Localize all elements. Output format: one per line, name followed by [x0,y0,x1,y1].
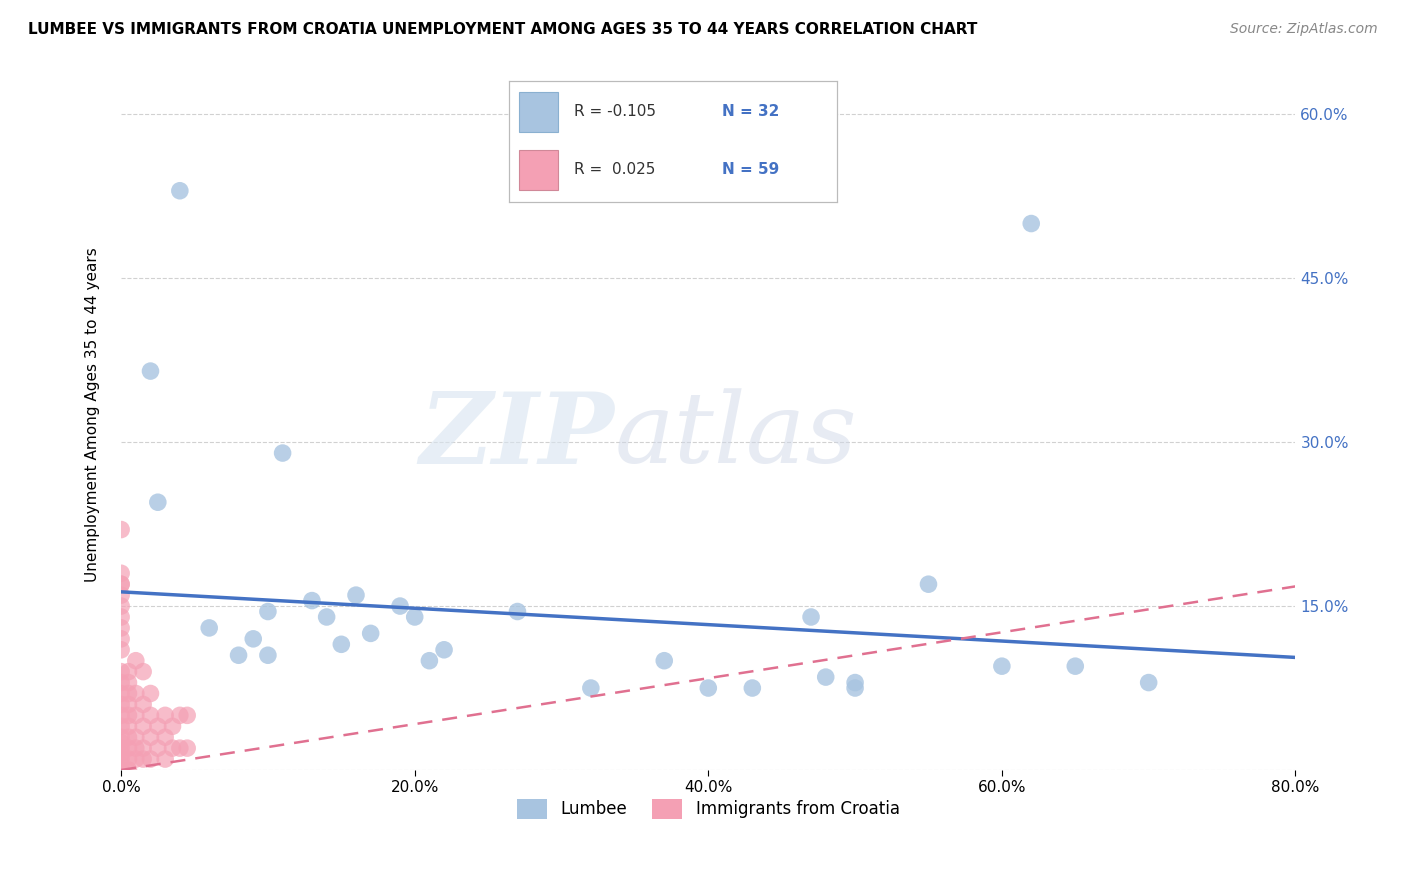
Point [110,698,132,712]
Point [844,675,866,690]
Point [146,719,169,733]
Point [110,642,132,657]
Legend: Lumbee, Immigrants from Croatia: Lumbee, Immigrants from Croatia [510,792,907,826]
Point [844,681,866,695]
Point [110,632,132,646]
Point [110,747,132,761]
Point [117,698,139,712]
Point [117,752,139,766]
Point [110,588,132,602]
Point [110,599,132,613]
Point [228,648,250,663]
Point [117,730,139,744]
Point [176,708,198,723]
Point [198,621,221,635]
Point [814,670,837,684]
Point [360,626,382,640]
Point [344,588,367,602]
Point [506,605,529,619]
Y-axis label: Unemployment Among Ages 35 to 44 years: Unemployment Among Ages 35 to 44 years [86,247,100,582]
Point [125,752,148,766]
Point [1019,217,1042,231]
Point [110,577,132,591]
Point [125,730,148,744]
Point [110,621,132,635]
Point [125,741,148,756]
Point [1064,659,1087,673]
Point [132,719,155,733]
Point [125,708,148,723]
Text: ZIP: ZIP [419,388,614,484]
Point [110,566,132,581]
Point [271,446,294,460]
Point [110,741,132,756]
Point [139,686,162,700]
Point [169,741,191,756]
Point [153,730,176,744]
Point [315,610,337,624]
Point [110,757,132,772]
Point [110,686,132,700]
Point [117,665,139,679]
Point [800,610,823,624]
Point [110,763,132,777]
Point [117,708,139,723]
Point [1137,675,1160,690]
Point [991,659,1014,673]
Point [176,741,198,756]
Point [139,752,162,766]
Point [169,184,191,198]
Text: atlas: atlas [614,388,858,483]
Point [917,577,939,591]
Point [153,708,176,723]
Point [139,708,162,723]
Text: Source: ZipAtlas.com: Source: ZipAtlas.com [1230,22,1378,37]
Point [242,632,264,646]
Point [418,654,440,668]
Point [139,730,162,744]
Point [132,698,155,712]
Point [110,719,132,733]
Point [146,741,169,756]
Point [132,741,155,756]
Point [741,681,763,695]
Point [153,752,176,766]
Point [110,523,132,537]
Text: LUMBEE VS IMMIGRANTS FROM CROATIA UNEMPLOYMENT AMONG AGES 35 TO 44 YEARS CORRELA: LUMBEE VS IMMIGRANTS FROM CROATIA UNEMPL… [28,22,977,37]
Point [125,686,148,700]
Point [110,752,132,766]
Point [132,752,155,766]
Point [110,736,132,750]
Point [110,577,132,591]
Point [132,665,155,679]
Point [139,364,162,378]
Point [697,681,720,695]
Point [257,648,280,663]
Point [125,654,148,668]
Point [117,763,139,777]
Point [162,741,184,756]
Point [257,605,280,619]
Point [404,610,426,624]
Point [146,495,169,509]
Point [169,708,191,723]
Point [117,686,139,700]
Point [652,654,675,668]
Point [330,637,353,651]
Point [110,708,132,723]
Point [162,719,184,733]
Point [110,675,132,690]
Point [433,642,456,657]
Point [110,665,132,679]
Point [110,730,132,744]
Point [117,741,139,756]
Point [301,593,323,607]
Point [117,675,139,690]
Point [117,719,139,733]
Point [389,599,412,613]
Point [110,610,132,624]
Point [579,681,602,695]
